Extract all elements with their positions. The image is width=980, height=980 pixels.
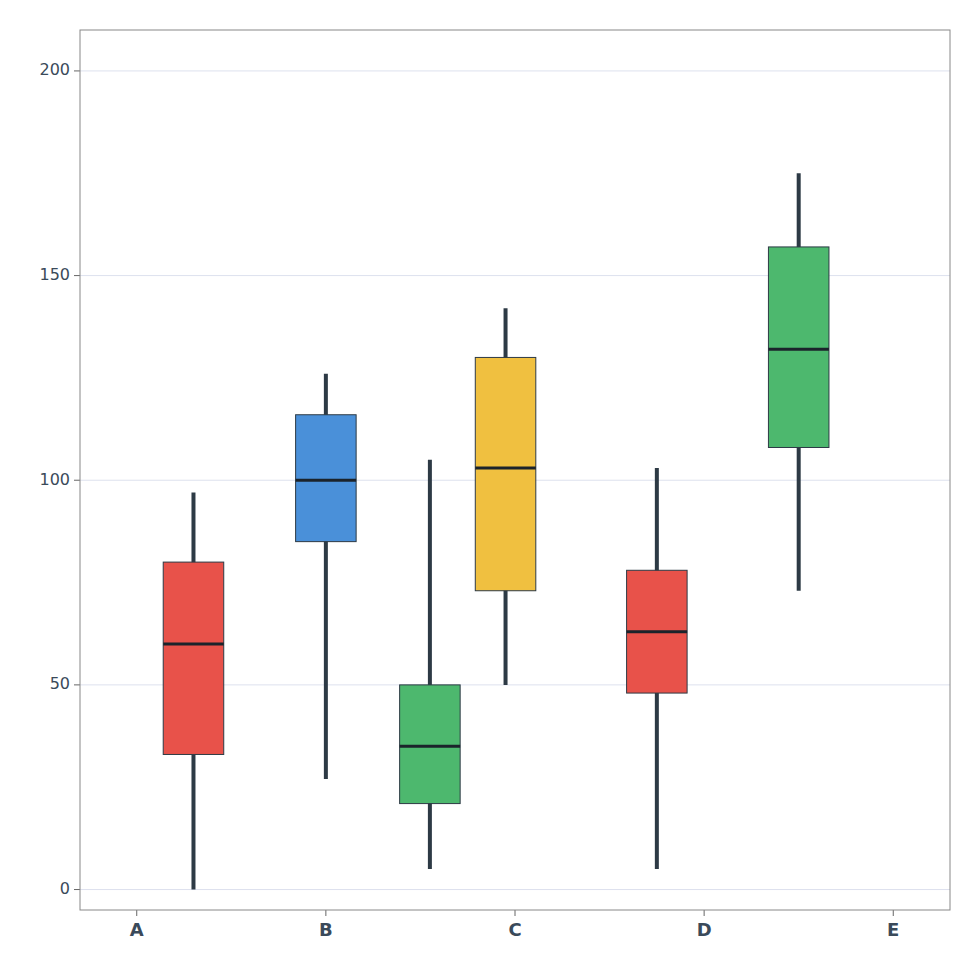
x-tick-label: B — [319, 919, 333, 940]
x-tick — [893, 910, 894, 916]
candle — [475, 308, 536, 685]
x-tick-label: A — [130, 919, 144, 940]
median — [475, 466, 536, 469]
candle — [627, 468, 688, 869]
y-tick-label: 100 — [39, 470, 70, 489]
median — [627, 630, 688, 633]
x-tick — [325, 910, 326, 916]
x-tick-label: C — [508, 919, 521, 940]
candle — [296, 374, 357, 779]
x-tick — [515, 910, 516, 916]
median — [400, 745, 461, 748]
x-axis: A B C D E — [130, 910, 900, 940]
box — [768, 247, 829, 448]
median — [296, 479, 357, 482]
y-tick-label: 0 — [60, 879, 70, 898]
candle — [768, 173, 829, 590]
y-tick — [74, 889, 80, 890]
y-tick-label: 200 — [39, 60, 70, 79]
x-tick-label: D — [697, 919, 712, 940]
median — [163, 642, 224, 645]
box — [400, 685, 461, 804]
box — [475, 357, 536, 590]
median — [768, 348, 829, 351]
box — [296, 415, 357, 542]
x-tick — [136, 910, 137, 916]
candle — [400, 460, 461, 869]
grid-line — [80, 889, 950, 890]
box — [163, 562, 224, 754]
x-tick — [704, 910, 705, 916]
y-tick-label: 50 — [50, 674, 70, 693]
candles — [163, 173, 829, 889]
y-axis: 0 50 100 150 200 — [39, 60, 80, 898]
grid-line — [80, 70, 950, 71]
whisker — [428, 460, 432, 869]
y-tick — [74, 684, 80, 685]
plot-frame — [80, 30, 950, 910]
chart-container: 0 50 100 150 200 A B C D E — [0, 0, 980, 980]
x-tick-label: E — [887, 919, 899, 940]
y-grid — [80, 71, 950, 890]
chart-svg: 0 50 100 150 200 A B C D E — [0, 0, 980, 980]
y-tick — [74, 275, 80, 276]
y-tick — [74, 480, 80, 481]
page: {"chart_data": {"type": "box", "x": [1.3… — [0, 0, 980, 980]
candle — [163, 493, 224, 890]
y-tick — [74, 70, 80, 71]
box — [627, 570, 688, 693]
y-tick-label: 150 — [39, 265, 70, 284]
